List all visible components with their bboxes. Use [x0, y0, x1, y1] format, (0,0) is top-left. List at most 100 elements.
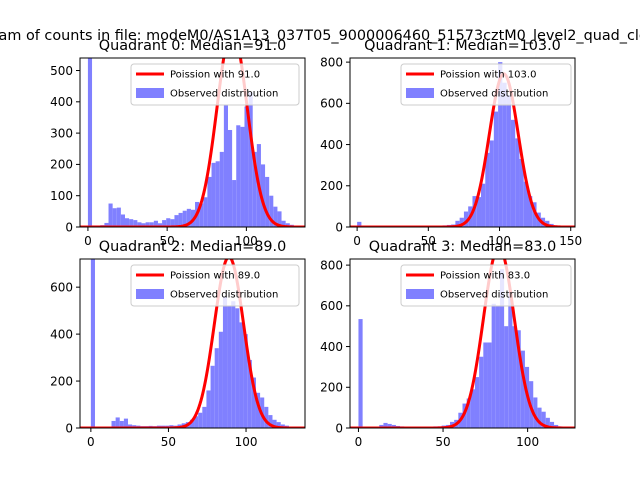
- plot-area: 0 50 100 0 200 400 600 800: [320, 258, 576, 449]
- histogram-bar: [383, 422, 388, 428]
- histogram-bar: [485, 152, 490, 227]
- histogram-bar: [276, 422, 281, 428]
- y-tick-label: 400: [320, 138, 343, 152]
- subplot-quadrant-0: Quadrant 0: Median=91.0 0 50 100 0 100 200 300…: [50, 38, 306, 248]
- histogram-bar: [508, 291, 513, 428]
- histogram-bar: [502, 82, 507, 227]
- y-tick-label: 0: [335, 220, 343, 234]
- histogram-bar: [515, 138, 520, 227]
- x-tick-label: 50: [160, 234, 175, 248]
- histogram-bar: [252, 151, 257, 227]
- histogram-bar: [162, 220, 167, 227]
- histogram-bar: [510, 119, 516, 227]
- poisson-curve: [80, 58, 305, 227]
- histogram-bar: [247, 359, 252, 428]
- histogram-bar: [516, 330, 521, 428]
- y-tick-label: 200: [320, 381, 343, 395]
- histogram-bar: [157, 223, 163, 227]
- histogram-bar: [498, 62, 503, 227]
- x-tick-label: 150: [559, 234, 582, 248]
- histogram-bar: [207, 176, 212, 227]
- histogram-bar: [223, 104, 228, 227]
- poisson-curve: [350, 259, 575, 428]
- histogram-bar: [198, 412, 203, 428]
- histogram-bar: [215, 161, 220, 227]
- histogram-bar: [174, 215, 179, 227]
- histogram-bar: [244, 106, 249, 227]
- histogram-bar: [523, 181, 529, 227]
- histogram-bar: [472, 196, 477, 227]
- histogram-bar: [116, 207, 121, 227]
- poisson-curve: [80, 259, 305, 428]
- legend-label-observed: Observed distribution: [170, 89, 278, 100]
- histogram-bar: [206, 390, 211, 428]
- histogram-bar: [87, 58, 93, 227]
- y-tick-label: 600: [320, 299, 343, 313]
- histogram-bar: [120, 214, 125, 227]
- histogram-bar: [219, 151, 224, 227]
- histogram-bar: [272, 419, 277, 428]
- histogram-bar: [211, 162, 216, 227]
- histogram-bar: [104, 222, 109, 227]
- x-tick-label: 50: [161, 435, 176, 449]
- y-tick-label: 200: [320, 179, 343, 193]
- histogram-bar: [149, 222, 154, 227]
- histogram-bar: [476, 197, 482, 227]
- axes-frame: [349, 258, 576, 429]
- x-tick-label: 100: [488, 234, 511, 248]
- histogram-bar: [466, 398, 471, 428]
- histogram-bar: [111, 420, 116, 428]
- plot-clip: [350, 62, 575, 227]
- legend-label-observed: Observed distribution: [440, 290, 548, 301]
- histogram-bar: [549, 421, 555, 428]
- histogram-bar: [210, 365, 215, 428]
- y-tick-label: 0: [65, 220, 73, 234]
- histogram-bar: [145, 222, 150, 227]
- histogram-bar: [129, 219, 134, 227]
- subplot-title: Quadrant 0: Median=91.0: [99, 38, 287, 54]
- histogram-bar: [358, 319, 363, 428]
- x-tick-label: 0: [355, 435, 363, 449]
- histogram-bar: [459, 217, 464, 227]
- histogram-bar: [504, 326, 509, 428]
- histogram-bar: [123, 418, 129, 428]
- y-tick-label: 0: [65, 421, 73, 435]
- subplot-quadrant-2: Quadrant 2: Median=89.0 0 50 100 0 200 400 600…: [50, 239, 306, 449]
- y-tick-label: 200: [50, 374, 73, 388]
- plot-clip: [80, 58, 305, 227]
- legend-patch-swatch: [406, 88, 434, 98]
- legend-label-observed: Observed distribution: [170, 290, 278, 301]
- histogram-bar: [489, 140, 494, 227]
- axes-frame: [349, 57, 576, 228]
- x-tick-label: 100: [235, 435, 258, 449]
- histogram-bar: [379, 424, 384, 428]
- subplot-title: Quadrant 1: Median=103.0: [364, 38, 561, 54]
- histogram-bar: [182, 210, 187, 227]
- histogram-bar: [119, 420, 124, 428]
- legend-box: [130, 264, 300, 307]
- plot-area: 0 50 100 0 100 200 300 400 500: [50, 57, 306, 248]
- legend-box: [400, 264, 572, 307]
- y-tick-label: 800: [320, 258, 343, 272]
- histogram-bar: [528, 196, 533, 227]
- histogram-bar: [189, 419, 195, 428]
- histogram-bar: [199, 203, 204, 227]
- legend-label-observed: Observed distribution: [440, 89, 548, 100]
- histogram-bar: [153, 220, 158, 227]
- histogram-bar: [260, 164, 266, 227]
- y-tick-label: 600: [320, 97, 343, 111]
- histogram-bar: [194, 416, 199, 428]
- plot-area: 0 50 100 150 0 200 400 600 800: [320, 55, 582, 248]
- subplot-title: Quadrant 3: Median=83.0: [369, 239, 557, 255]
- histogram-bar: [519, 158, 524, 227]
- legend-label-poisson: Poission with 89.0: [170, 271, 260, 282]
- axes-frame: [79, 57, 306, 228]
- histogram-bar: [235, 308, 240, 428]
- histogram-bar: [248, 92, 253, 227]
- legend: Poission with 83.0 Observed distribution: [400, 264, 572, 307]
- histogram-bar: [202, 406, 207, 428]
- histogram-bar: [186, 208, 191, 227]
- histogram-bar: [178, 212, 183, 227]
- histogram-bar: [214, 348, 219, 428]
